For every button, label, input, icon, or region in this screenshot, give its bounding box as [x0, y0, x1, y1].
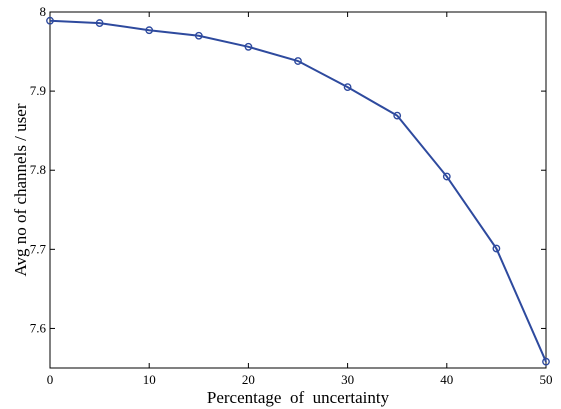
- y-tick-labels: 7.6 7.7 7.8 7.9 8: [30, 4, 47, 335]
- data-point-marker: [294, 57, 302, 65]
- data-point-marker: [393, 111, 402, 120]
- axis-ticks: [49, 11, 547, 368]
- data-point-marker: [492, 244, 501, 253]
- x-tick-labels: 0 10 20 30 40 50: [47, 372, 553, 387]
- plot-frame: [49, 11, 547, 369]
- x-tick-label: 40: [440, 372, 453, 387]
- x-tick-label: 0: [47, 372, 54, 387]
- x-tick-label: 50: [540, 372, 553, 387]
- series-line: [49, 19, 547, 363]
- data-point-marker: [244, 42, 253, 51]
- data-point-marker: [343, 83, 352, 92]
- data-point-marker: [95, 19, 104, 27]
- y-tick-label: 7.7: [30, 241, 47, 256]
- y-tick-label: 7.6: [30, 320, 47, 335]
- x-axis-label: Percentage of uncertainty: [207, 388, 390, 407]
- data-point-marker: [46, 16, 54, 25]
- data-point-marker: [145, 26, 154, 35]
- y-tick-label: 7.8: [30, 162, 46, 177]
- y-axis-label: Avg no of channels / user: [11, 103, 30, 276]
- series-group: [46, 16, 550, 366]
- x-tick-label: 10: [143, 372, 156, 387]
- y-tick-label: 7.9: [30, 83, 46, 98]
- x-tick-label: 30: [341, 372, 354, 387]
- x-tick-label: 20: [242, 372, 255, 387]
- data-point-marker: [194, 31, 203, 40]
- data-point-marker: [542, 357, 550, 366]
- y-tick-label: 8: [40, 4, 47, 19]
- data-point-marker: [442, 172, 451, 181]
